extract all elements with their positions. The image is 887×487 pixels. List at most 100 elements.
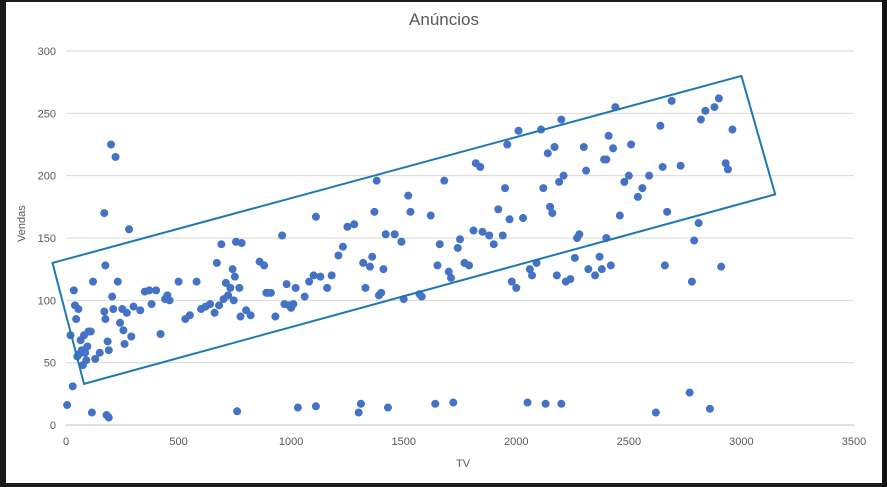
data-point (120, 339, 129, 348)
data-point (185, 311, 194, 320)
data-point (309, 271, 318, 280)
data-point (246, 311, 255, 320)
data-point (127, 332, 136, 341)
data-point (91, 354, 100, 363)
data-point (116, 318, 125, 327)
data-point (406, 207, 415, 216)
x-tick-label: 2000 (504, 436, 528, 448)
data-point (710, 103, 719, 112)
data-point (701, 106, 710, 115)
data-point (426, 211, 435, 220)
data-point (721, 159, 730, 168)
x-tick-label: 1000 (279, 436, 303, 448)
data-point (108, 292, 117, 301)
data-point (271, 312, 280, 321)
data-point (383, 403, 392, 412)
data-point (609, 144, 618, 153)
data-point (266, 288, 275, 297)
chart-frame: Anúncios TV Vendas 0 50 100 150 200 250 300 0 50… (6, 2, 882, 483)
data-point (350, 220, 359, 229)
data-point (417, 292, 426, 301)
data-point (519, 214, 528, 223)
data-point (501, 184, 510, 193)
data-point (717, 262, 726, 271)
data-point (282, 280, 291, 289)
data-point (446, 273, 455, 282)
x-tick-label: 0 (63, 436, 69, 448)
data-point (440, 176, 449, 185)
data-point (507, 277, 516, 286)
data-point (575, 230, 584, 239)
data-point (83, 342, 92, 351)
data-point (606, 261, 615, 270)
data-point (559, 171, 568, 180)
annotation-box (51, 74, 777, 386)
data-point (72, 315, 81, 324)
data-point (122, 308, 131, 317)
x-tick-label: 1500 (391, 436, 415, 448)
data-point (101, 315, 110, 324)
data-point (145, 286, 154, 295)
data-point (377, 288, 386, 297)
data-point (107, 140, 116, 149)
data-point (224, 291, 233, 300)
data-point (539, 184, 548, 193)
data-point (215, 301, 224, 310)
y-tick-label: 100 (38, 295, 56, 307)
data-point (63, 401, 72, 410)
data-point (354, 408, 363, 417)
data-point (615, 211, 624, 220)
data-point (226, 283, 235, 292)
data-point (566, 275, 575, 284)
data-point (555, 177, 564, 186)
data-point (95, 348, 104, 357)
data-point (528, 271, 537, 280)
data-point (498, 231, 507, 240)
x-tick-label: 3000 (729, 436, 753, 448)
y-tick-label: 150 (38, 233, 56, 245)
data-point (293, 403, 302, 412)
y-tick-label: 50 (44, 358, 56, 370)
data-point (192, 277, 201, 286)
data-point (557, 399, 566, 408)
data-point (104, 413, 113, 422)
data-point (591, 271, 600, 280)
data-point (696, 115, 705, 124)
data-point (343, 222, 352, 231)
data-point (444, 267, 453, 276)
data-point (658, 162, 667, 171)
data-point (663, 207, 672, 216)
y-tick-label: 300 (38, 46, 56, 58)
data-point (217, 240, 226, 249)
data-point (156, 329, 165, 338)
data-point (82, 356, 91, 365)
data-point (627, 140, 636, 149)
data-point (494, 205, 503, 214)
data-point (119, 326, 128, 335)
data-point (453, 243, 462, 252)
data-point (397, 237, 406, 246)
data-point (512, 283, 521, 292)
data-point (103, 337, 112, 346)
y-tick-label: 200 (38, 171, 56, 183)
data-point (311, 402, 320, 411)
data-point (667, 96, 676, 105)
data-point (136, 306, 145, 315)
data-point (101, 261, 110, 270)
data-point (633, 192, 642, 201)
data-point (260, 261, 269, 270)
data-point (81, 348, 90, 357)
data-point (230, 272, 239, 281)
data-point (278, 231, 287, 240)
data-point (368, 252, 377, 261)
data-point (651, 408, 660, 417)
x-tick-label: 500 (169, 436, 187, 448)
data-point (236, 312, 245, 321)
data-point (100, 307, 109, 316)
data-point (86, 327, 95, 336)
data-point (465, 261, 474, 270)
data-point (541, 399, 550, 408)
data-point (100, 209, 109, 218)
data-point (390, 230, 399, 239)
data-point (338, 242, 347, 251)
